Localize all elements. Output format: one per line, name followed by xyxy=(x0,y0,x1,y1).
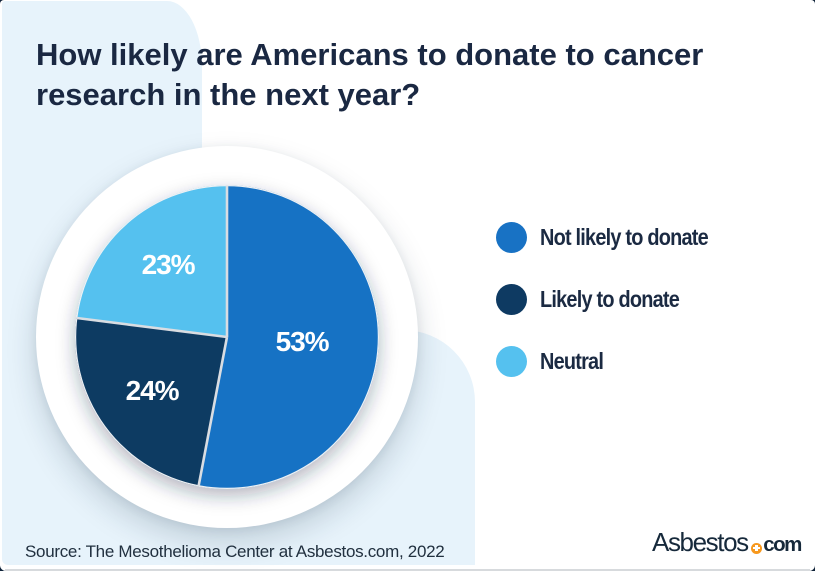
svg-text:53%: 53% xyxy=(276,326,330,357)
svg-text:24%: 24% xyxy=(126,375,180,406)
svg-text:23%: 23% xyxy=(142,249,196,280)
